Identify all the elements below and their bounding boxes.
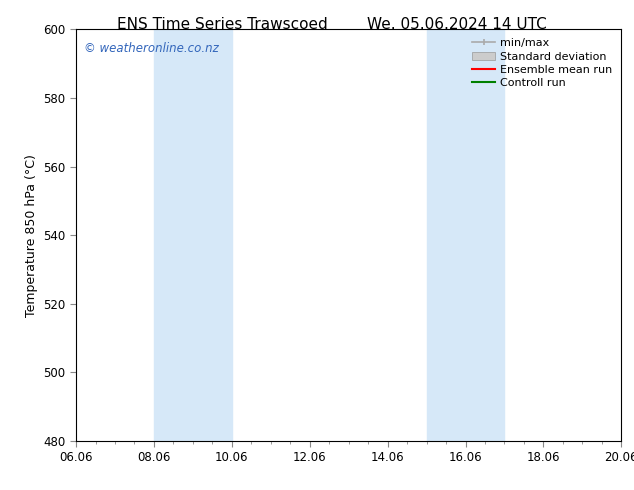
Y-axis label: Temperature 850 hPa (°C): Temperature 850 hPa (°C): [25, 154, 38, 317]
Text: We. 05.06.2024 14 UTC: We. 05.06.2024 14 UTC: [366, 17, 547, 32]
Legend: min/max, Standard deviation, Ensemble mean run, Controll run: min/max, Standard deviation, Ensemble me…: [469, 35, 616, 92]
Bar: [427, 29, 505, 441]
Text: ENS Time Series Trawscoed: ENS Time Series Trawscoed: [117, 17, 327, 32]
Bar: [154, 29, 232, 441]
Text: © weatheronline.co.nz: © weatheronline.co.nz: [84, 42, 219, 55]
